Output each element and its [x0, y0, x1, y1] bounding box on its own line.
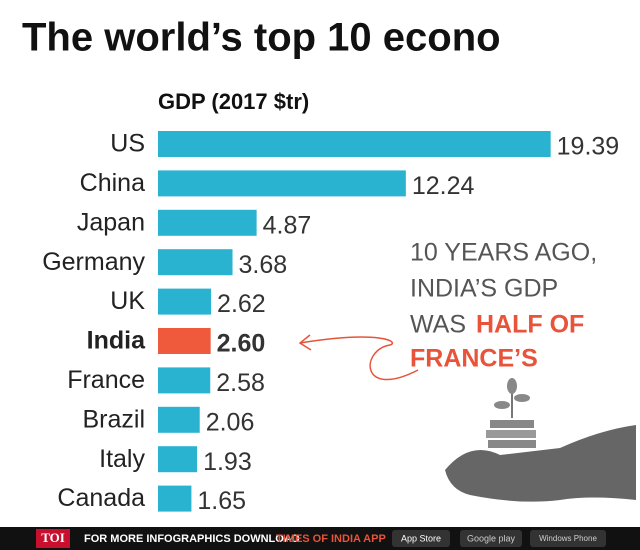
chart-subtitle: GDP (2017 $tr): [158, 89, 309, 114]
brand: TOI: [41, 530, 65, 545]
category-label: Germany: [42, 248, 145, 276]
brand-box: [36, 529, 70, 548]
bar: [158, 249, 233, 276]
footer: TOI FOR MORE INFOGRAPHICS DOWNLOAD TIMES…: [0, 527, 640, 550]
store-badge[interactable]: [392, 530, 450, 547]
category-label: US: [110, 130, 145, 158]
bar: [158, 406, 200, 433]
store-label[interactable]: Windows Phone: [539, 534, 597, 543]
bar: [158, 131, 551, 157]
annotation: 10 YEARS AGO, INDIA’S GDP WAS HALF OF FR…: [298, 239, 597, 381]
value-label: 3.68: [239, 251, 288, 279]
chart-title: The world’s top 10 econo: [22, 16, 501, 60]
bar: [158, 485, 192, 512]
value-label: 2.62: [217, 290, 266, 318]
annotation-line: 10 YEARS AGO,: [410, 239, 597, 267]
bar: [158, 170, 406, 197]
value-label: 12.24: [412, 172, 475, 200]
bar: [158, 328, 211, 354]
annotation-line: WAS: [410, 311, 466, 339]
value-label: 2.58: [216, 369, 265, 397]
annotation-arrow: [299, 336, 419, 381]
category-label: Italy: [99, 445, 145, 473]
category-label: UK: [110, 287, 145, 315]
annotation-line: INDIA’S GDP: [410, 275, 558, 303]
value-label: 4.87: [263, 211, 312, 239]
value-label: 1.93: [203, 448, 252, 476]
bar: [158, 209, 257, 236]
store-badge[interactable]: [530, 530, 606, 547]
category-label: Brazil: [82, 405, 145, 433]
category-label: France: [67, 366, 145, 394]
store-label[interactable]: App Store: [401, 533, 441, 543]
annotation-highlight: FRANCE’S: [410, 345, 538, 373]
value-label: 2.60: [217, 330, 266, 358]
category-label: India: [87, 327, 146, 355]
illustration: [445, 378, 636, 502]
store-badge[interactable]: [460, 530, 522, 547]
arrow-head: [298, 334, 312, 351]
bar: [158, 288, 212, 315]
store-label[interactable]: Google play: [467, 533, 516, 543]
category-label: Japan: [77, 208, 145, 236]
annotation-highlight: HALF OF: [476, 311, 584, 339]
category-label: Canada: [57, 484, 145, 512]
value-label: 2.06: [206, 408, 255, 436]
category-label: China: [80, 169, 145, 197]
value-label: 19.39: [557, 133, 620, 161]
bar: [158, 446, 198, 473]
footer-app: TIMES OF INDIA APP: [276, 533, 386, 545]
bar: [158, 367, 211, 394]
value-label: 1.65: [197, 487, 246, 515]
footer-text: FOR MORE INFOGRAPHICS DOWNLOAD: [84, 533, 300, 545]
